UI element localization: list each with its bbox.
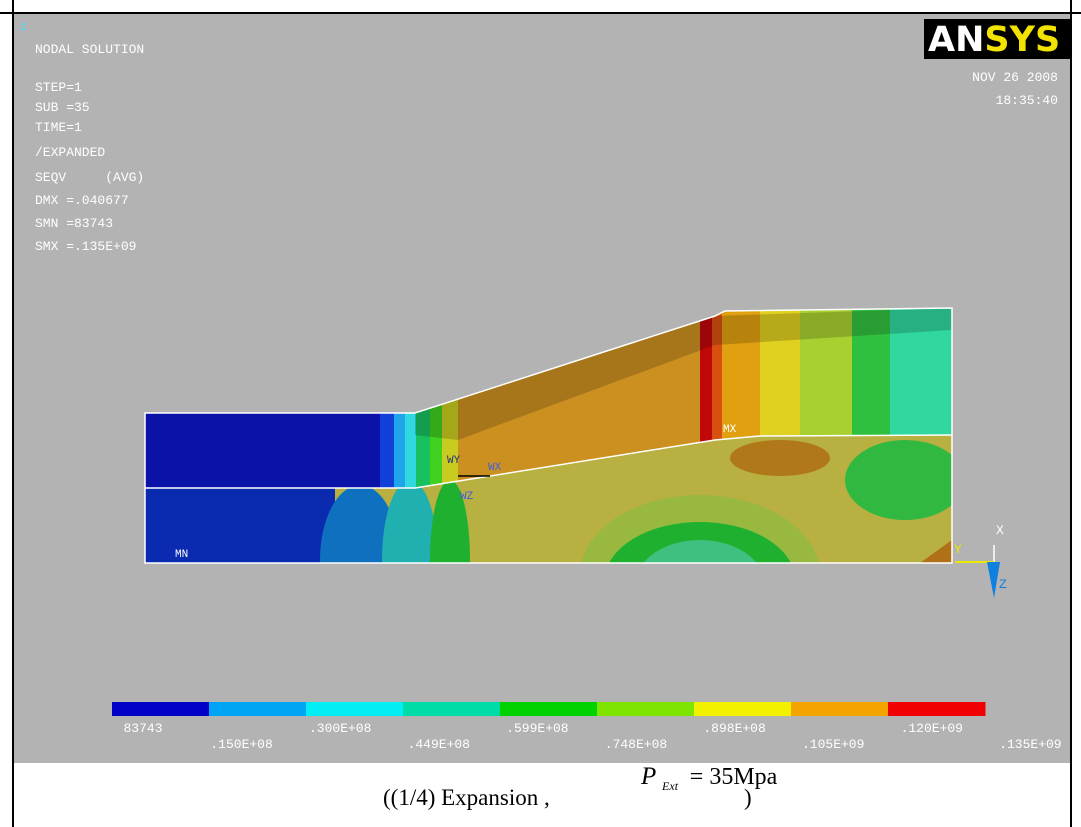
legend-label: .120E+09: [901, 721, 963, 736]
header-line: /EXPANDED: [35, 145, 105, 160]
legend-swatch: [791, 702, 889, 716]
legend-label: .150E+08: [210, 737, 272, 752]
date: NOV 26 2008: [972, 70, 1058, 85]
max-label: MX: [723, 424, 737, 436]
header-line: TIME=1: [35, 120, 82, 135]
caption-prefix: ((1/4) Expansion ,: [383, 785, 550, 810]
header-line: SUB =35: [35, 100, 90, 115]
triad-wz: WZ: [460, 491, 474, 503]
legend-swatch: [888, 702, 986, 716]
legend-swatch: [694, 702, 792, 716]
triad-wx: WX: [488, 462, 502, 474]
triad-wy: WY: [447, 455, 461, 467]
header-line: SMX =.135E+09: [35, 239, 136, 254]
contour-brown: [730, 440, 830, 476]
time: 18:35:40: [996, 93, 1058, 108]
legend-swatch: [500, 702, 598, 716]
legend-swatch: [112, 702, 210, 716]
header-line: DMX =.040677: [35, 193, 129, 208]
legend-label: .105E+09: [802, 737, 864, 752]
screenshot: 1 NODAL SOLUTION STEP=1 SUB =35 TIME=1/EXP…: [0, 0, 1081, 827]
caption-symbol: P: [640, 763, 656, 790]
caption-formula: = 35Mpa: [690, 764, 778, 790]
header-line: STEP=1: [35, 80, 82, 95]
header-line: SEQV (AVG): [35, 170, 144, 185]
legend-label: .748E+08: [605, 737, 667, 752]
header-line: SMN =83743: [35, 216, 113, 231]
legend-label: .135E+09: [999, 737, 1061, 752]
legend-swatch: [403, 702, 501, 716]
legend-swatch: [597, 702, 695, 716]
axis-x-label: X: [996, 523, 1004, 538]
legend-label: .599E+08: [506, 721, 568, 736]
window-number: 1: [20, 22, 27, 34]
legend-label: .300E+08: [309, 721, 371, 736]
legend-swatch: [306, 702, 404, 716]
caption-suffix: ): [744, 785, 752, 810]
axis-z-label: Z: [999, 577, 1007, 592]
logo-right: SYS: [984, 20, 1060, 60]
header-title: NODAL SOLUTION: [35, 42, 144, 57]
legend-swatch: [209, 702, 307, 716]
caption-subscript: Ext: [661, 779, 679, 793]
contour-green-3: [845, 440, 965, 520]
legend-label: .898E+08: [703, 721, 765, 736]
legend-label: 83743: [123, 721, 162, 736]
logo: ANSYS: [928, 20, 1060, 60]
min-label: MN: [175, 549, 188, 561]
logo-left: AN: [928, 20, 984, 60]
legend-label: .449E+08: [408, 737, 470, 752]
axis-y-label: Y: [954, 542, 962, 557]
